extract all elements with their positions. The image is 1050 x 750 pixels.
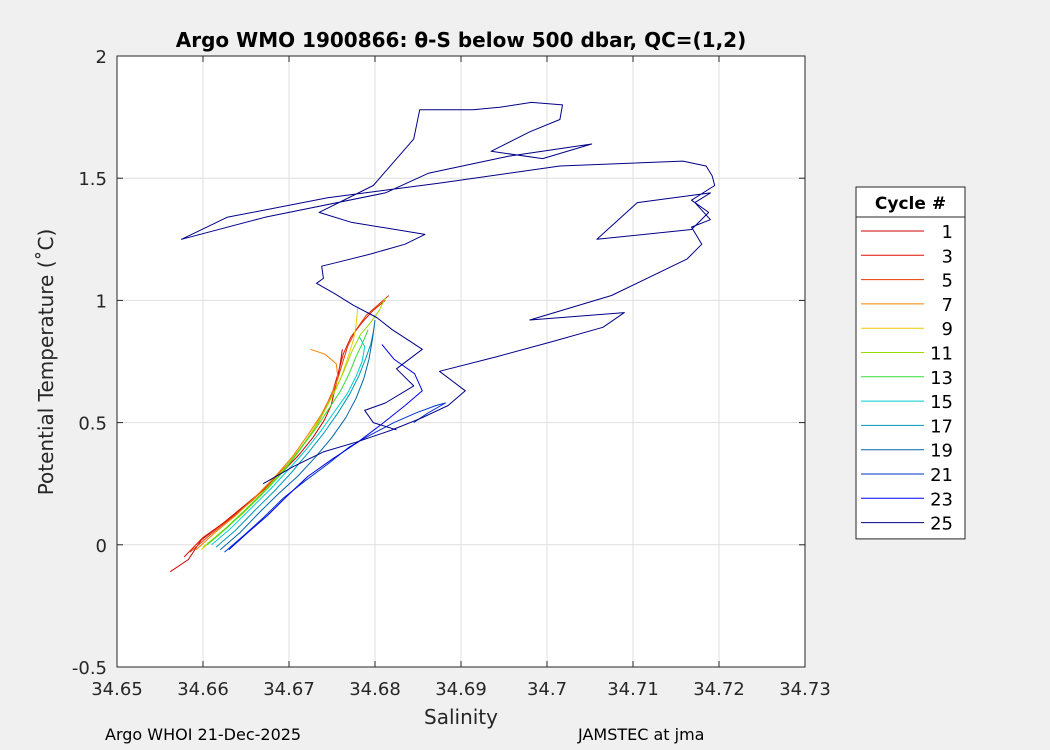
series-line-cycle-7 xyxy=(195,348,339,551)
y-axis-label: Potential Temperature (˚C) xyxy=(34,229,58,496)
y-tick-label: -0.5 xyxy=(72,658,107,679)
legend-label: 7 xyxy=(942,295,953,316)
x-tick-label: 34.66 xyxy=(177,679,229,700)
series-line-cycle-19 xyxy=(219,319,376,551)
series-line-cycle-25 xyxy=(181,101,716,485)
legend-label: 25 xyxy=(930,514,953,535)
x-tick-label: 34.72 xyxy=(693,679,745,700)
legend-label: 17 xyxy=(930,416,953,437)
legend-label: 1 xyxy=(942,222,953,243)
legend-label: 9 xyxy=(942,319,953,340)
axis-ticks: 34.65 34.66 34.67 34.68 34.69 34.7 34.71 34.72 3… xyxy=(72,47,831,700)
legend-label: 11 xyxy=(930,344,953,365)
x-tick-label: 34.67 xyxy=(263,679,315,700)
x-tick-label: 34.69 xyxy=(435,679,487,700)
y-tick-label: 1 xyxy=(96,291,107,312)
footer-credit-right: JAMSTEC at jma xyxy=(578,725,705,744)
x-tick-label: 34.68 xyxy=(349,679,401,700)
series-line-cycle-17 xyxy=(215,332,374,548)
data-series xyxy=(170,101,716,573)
series-line-cycle-23 xyxy=(228,344,423,551)
series-line-cycle-15 xyxy=(211,336,366,546)
legend-title: Cycle # xyxy=(875,194,946,214)
x-tick-label: 34.65 xyxy=(91,679,143,700)
y-tick-label: 2 xyxy=(96,47,107,68)
x-tick-label: 34.71 xyxy=(607,679,659,700)
x-axis-label: Salinity xyxy=(424,705,498,729)
legend-label: 3 xyxy=(942,246,953,267)
footer-credit-left: Argo WHOI 21-Dec-2025 xyxy=(105,725,302,744)
legend-label: 13 xyxy=(930,368,953,389)
series-line-cycle-11 xyxy=(202,297,386,548)
legend-label: 21 xyxy=(930,465,953,486)
y-tick-label: 1.5 xyxy=(78,169,107,190)
legend-label: 15 xyxy=(930,392,953,413)
y-tick-label: 0 xyxy=(96,536,107,557)
legend-label: 23 xyxy=(930,489,953,510)
x-tick-label: 34.73 xyxy=(779,679,831,700)
legend-label: 5 xyxy=(942,271,953,292)
series-line-cycle-13 xyxy=(206,329,369,546)
legend-box xyxy=(855,186,966,540)
chart-title: Argo WMO 1900866: θ-S below 500 dbar, QC… xyxy=(176,28,746,52)
y-tick-label: 0.5 xyxy=(78,414,107,435)
legend-label: 19 xyxy=(930,441,953,462)
x-tick-label: 34.7 xyxy=(527,679,567,700)
